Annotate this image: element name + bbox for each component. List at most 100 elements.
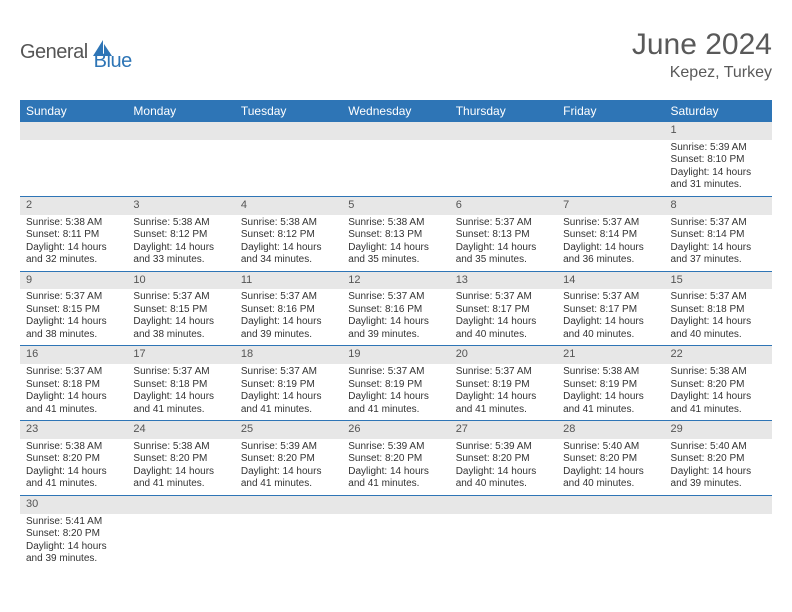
- calendar-day-cell: [235, 122, 342, 196]
- calendar-day-cell: 30Sunrise: 5:41 AMSunset: 8:20 PMDayligh…: [20, 495, 127, 569]
- calendar-day-cell: 2Sunrise: 5:38 AMSunset: 8:11 PMDaylight…: [20, 196, 127, 271]
- day-number: 16: [20, 346, 127, 364]
- weekday-header: Thursday: [450, 100, 557, 122]
- sunset-text: Sunset: 8:20 PM: [26, 453, 121, 466]
- daylight-text-2: and 36 minutes.: [563, 254, 658, 267]
- calendar-day-cell: 8Sunrise: 5:37 AMSunset: 8:14 PMDaylight…: [665, 196, 772, 271]
- daylight-text-2: and 41 minutes.: [241, 404, 336, 417]
- daylight-text-2: and 41 minutes.: [563, 404, 658, 417]
- month-title: June 2024: [632, 28, 772, 62]
- day-number: 26: [342, 421, 449, 439]
- sunrise-text: Sunrise: 5:37 AM: [456, 366, 551, 379]
- sunset-text: Sunset: 8:20 PM: [26, 528, 121, 541]
- daylight-text-1: Daylight: 14 hours: [671, 466, 766, 479]
- day-number: 1: [665, 122, 772, 140]
- day-content: Sunrise: 5:39 AMSunset: 8:20 PMDaylight:…: [450, 439, 557, 495]
- calendar-day-cell: [342, 495, 449, 569]
- sunrise-text: Sunrise: 5:37 AM: [348, 366, 443, 379]
- day-content: Sunrise: 5:38 AMSunset: 8:12 PMDaylight:…: [235, 215, 342, 271]
- calendar-day-cell: 16Sunrise: 5:37 AMSunset: 8:18 PMDayligh…: [20, 346, 127, 421]
- sunset-text: Sunset: 8:10 PM: [671, 154, 766, 167]
- sunrise-text: Sunrise: 5:37 AM: [671, 291, 766, 304]
- daylight-text-1: Daylight: 14 hours: [563, 391, 658, 404]
- sunrise-text: Sunrise: 5:38 AM: [241, 217, 336, 230]
- sunset-text: Sunset: 8:20 PM: [671, 453, 766, 466]
- day-number-empty: [127, 496, 234, 514]
- day-number-empty: [665, 496, 772, 514]
- sunset-text: Sunset: 8:11 PM: [26, 229, 121, 242]
- day-number: 28: [557, 421, 664, 439]
- calendar-day-cell: 14Sunrise: 5:37 AMSunset: 8:17 PMDayligh…: [557, 271, 664, 346]
- sunrise-text: Sunrise: 5:39 AM: [241, 441, 336, 454]
- daylight-text-1: Daylight: 14 hours: [26, 541, 121, 554]
- daylight-text-2: and 39 minutes.: [671, 478, 766, 491]
- day-content: Sunrise: 5:38 AMSunset: 8:20 PMDaylight:…: [665, 364, 772, 420]
- day-number: 7: [557, 197, 664, 215]
- daylight-text-2: and 41 minutes.: [26, 478, 121, 491]
- day-content: Sunrise: 5:37 AMSunset: 8:13 PMDaylight:…: [450, 215, 557, 271]
- daylight-text-2: and 32 minutes.: [26, 254, 121, 267]
- weekday-header: Sunday: [20, 100, 127, 122]
- daylight-text-2: and 35 minutes.: [348, 254, 443, 267]
- calendar-day-cell: 11Sunrise: 5:37 AMSunset: 8:16 PMDayligh…: [235, 271, 342, 346]
- sunset-text: Sunset: 8:20 PM: [563, 453, 658, 466]
- sunset-text: Sunset: 8:19 PM: [563, 379, 658, 392]
- sunset-text: Sunset: 8:12 PM: [241, 229, 336, 242]
- day-content: Sunrise: 5:37 AMSunset: 8:16 PMDaylight:…: [235, 289, 342, 345]
- day-content: Sunrise: 5:38 AMSunset: 8:12 PMDaylight:…: [127, 215, 234, 271]
- weekday-header: Saturday: [665, 100, 772, 122]
- daylight-text-1: Daylight: 14 hours: [348, 466, 443, 479]
- day-number: 14: [557, 272, 664, 290]
- sunrise-text: Sunrise: 5:38 AM: [348, 217, 443, 230]
- day-number: 9: [20, 272, 127, 290]
- day-number: 24: [127, 421, 234, 439]
- daylight-text-1: Daylight: 14 hours: [563, 242, 658, 255]
- sunset-text: Sunset: 8:18 PM: [133, 379, 228, 392]
- day-content: Sunrise: 5:37 AMSunset: 8:17 PMDaylight:…: [450, 289, 557, 345]
- day-content: Sunrise: 5:37 AMSunset: 8:18 PMDaylight:…: [127, 364, 234, 420]
- sunrise-text: Sunrise: 5:37 AM: [133, 291, 228, 304]
- sunrise-text: Sunrise: 5:39 AM: [456, 441, 551, 454]
- day-content: Sunrise: 5:37 AMSunset: 8:18 PMDaylight:…: [20, 364, 127, 420]
- day-number-empty: [127, 122, 234, 140]
- calendar-body: 1 Sunrise: 5:39 AM Sunset: 8:10 PM Daylight…: [20, 122, 772, 570]
- day-number: 2: [20, 197, 127, 215]
- day-number: 12: [342, 272, 449, 290]
- day-number: 4: [235, 197, 342, 215]
- day-number: 20: [450, 346, 557, 364]
- daylight-text-2: and 41 minutes.: [26, 404, 121, 417]
- sunset-text: Sunset: 8:13 PM: [348, 229, 443, 242]
- day-content: Sunrise: 5:38 AMSunset: 8:19 PMDaylight:…: [557, 364, 664, 420]
- sunset-text: Sunset: 8:18 PM: [26, 379, 121, 392]
- location-label: Kepez, Turkey: [632, 64, 772, 82]
- title-block: June 2024 Kepez, Turkey: [632, 28, 772, 82]
- daylight-text-1: Daylight: 14 hours: [133, 242, 228, 255]
- calendar-day-cell: [127, 122, 234, 196]
- sunset-text: Sunset: 8:19 PM: [348, 379, 443, 392]
- sunrise-text: Sunrise: 5:37 AM: [26, 366, 121, 379]
- daylight-text-2: and 41 minutes.: [133, 404, 228, 417]
- daylight-text-2: and 41 minutes.: [241, 478, 336, 491]
- daylight-text-1: Daylight: 14 hours: [133, 316, 228, 329]
- daylight-text-2: and 41 minutes.: [348, 478, 443, 491]
- sunrise-text: Sunrise: 5:38 AM: [26, 217, 121, 230]
- sunset-text: Sunset: 8:20 PM: [133, 453, 228, 466]
- sunset-text: Sunset: 8:20 PM: [456, 453, 551, 466]
- daylight-text-1: Daylight: 14 hours: [133, 466, 228, 479]
- daylight-text-2: and 40 minutes.: [671, 329, 766, 342]
- calendar-day-cell: [127, 495, 234, 569]
- calendar-day-cell: 1Sunrise: 5:39 AMSunset: 8:10 PMDaylight…: [665, 122, 772, 196]
- sunrise-text: Sunrise: 5:38 AM: [133, 441, 228, 454]
- calendar-day-cell: [557, 495, 664, 569]
- sunset-text: Sunset: 8:16 PM: [348, 304, 443, 317]
- calendar-week-row: 30Sunrise: 5:41 AMSunset: 8:20 PMDayligh…: [20, 495, 772, 569]
- logo-text-general: General: [20, 41, 88, 64]
- sunset-text: Sunset: 8:12 PM: [133, 229, 228, 242]
- daylight-text-1: Daylight: 14 hours: [348, 242, 443, 255]
- sunset-text: Sunset: 8:19 PM: [241, 379, 336, 392]
- sunrise-text: Sunrise: 5:37 AM: [671, 217, 766, 230]
- daylight-text-1: Daylight: 14 hours: [456, 466, 551, 479]
- day-number: 29: [665, 421, 772, 439]
- sunset-text: Sunset: 8:20 PM: [348, 453, 443, 466]
- daylight-text-1: Daylight: 14 hours: [133, 391, 228, 404]
